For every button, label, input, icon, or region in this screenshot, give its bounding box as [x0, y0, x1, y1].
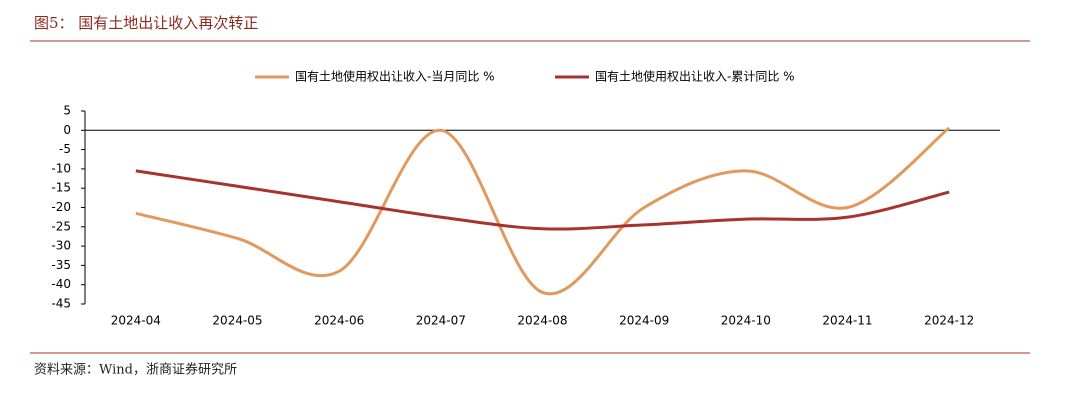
chart-title: 图5： 国有土地出让收入再次转正: [34, 14, 258, 32]
y-tick-label: -10: [51, 161, 71, 175]
y-tick-label: -15: [51, 181, 71, 195]
x-tick-label: 2024-07: [416, 314, 466, 328]
legend-label: 国有土地使用权出让收入-当月同比 %: [295, 69, 495, 84]
y-tick-label: -40: [51, 277, 71, 291]
legend-label: 国有土地使用权出让收入-累计同比 %: [595, 69, 795, 84]
series-line: [135, 126, 951, 296]
x-tick-label: 2024-10: [721, 314, 771, 328]
y-tick-label: -25: [51, 219, 71, 233]
x-tick-label: 2024-12: [924, 314, 974, 328]
y-tick-label: -20: [51, 200, 71, 214]
x-tick-label: 2024-11: [822, 314, 872, 328]
y-tick-label: -45: [51, 297, 71, 311]
x-tick-label: 2024-05: [212, 314, 262, 328]
y-tick-label: 5: [63, 104, 71, 118]
source: 资料来源：Wind，浙商证券研究所: [34, 362, 237, 378]
x-tick-label: 2024-04: [111, 314, 161, 328]
y-tick-label: -35: [51, 258, 71, 272]
x-tick-label: 2024-09: [619, 314, 669, 328]
series-line: [135, 169, 950, 231]
y-tick-label: -30: [51, 239, 71, 253]
x-tick-label: 2024-06: [314, 314, 364, 328]
y-tick-label: -5: [59, 142, 71, 156]
y-tick-label: 0: [63, 123, 71, 137]
x-tick-label: 2024-08: [517, 314, 567, 328]
